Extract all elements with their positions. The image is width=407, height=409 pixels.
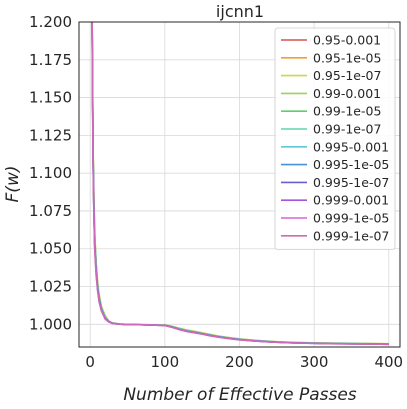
y-tick-label: 1.050: [29, 240, 72, 258]
legend-label: 0.995-1e-05: [313, 157, 389, 172]
y-axis-title: F(w): [3, 166, 23, 203]
legend-label: 0.95-0.001: [313, 33, 381, 48]
x-tick-label: 300: [300, 353, 329, 371]
x-tick-label: 200: [225, 353, 254, 371]
y-tick-label: 1.100: [29, 164, 72, 182]
legend-label: 0.999-1e-05: [313, 211, 389, 226]
plot-frame: [78, 21, 401, 348]
legend-label: 0.999-0.001: [313, 193, 389, 208]
y-tick-label: 1.125: [29, 126, 72, 144]
legend-label: 0.99-1e-07: [313, 122, 381, 137]
y-tick-label: 1.200: [29, 13, 72, 31]
legend-label: 0.95-1e-07: [313, 68, 381, 83]
chart-title: ijcnn1: [216, 2, 264, 21]
y-tick-label: 1.150: [29, 89, 72, 107]
legend-box: [274, 27, 396, 251]
legend-label: 0.99-0.001: [313, 86, 381, 101]
y-tick-label: 1.175: [29, 51, 72, 69]
series-line: [91, 22, 389, 346]
legend-label: 0.995-0.001: [313, 139, 389, 154]
legend-label: 0.99-1e-05: [313, 104, 381, 119]
legend: 0.95-0.001 0.95-1e-05 0.95-1e-07 0.99-0.001…: [274, 27, 396, 251]
x-tick-label: 0: [85, 353, 95, 371]
y-tick-label: 1.000: [29, 315, 72, 333]
y-tick-label: 1.075: [29, 202, 72, 220]
x-tick-label: 100: [151, 353, 180, 371]
legend-label: 0.999-1e-07: [313, 228, 389, 243]
y-tick-label: 1.025: [29, 278, 72, 296]
x-axis-title: Number of Effective Passes: [123, 385, 356, 405]
x-tick-label: 400: [374, 353, 403, 371]
y-axis-ticks: 1.000 1.025 1.050 1.075 1.100 1.125 1.150 1.175…: [29, 13, 72, 333]
legend-label: 0.95-1e-05: [313, 50, 381, 65]
series-layer: [91, 22, 389, 346]
legend-label: 0.995-1e-07: [313, 175, 389, 190]
x-axis-ticks: 0 100 200 300 400: [85, 353, 403, 371]
